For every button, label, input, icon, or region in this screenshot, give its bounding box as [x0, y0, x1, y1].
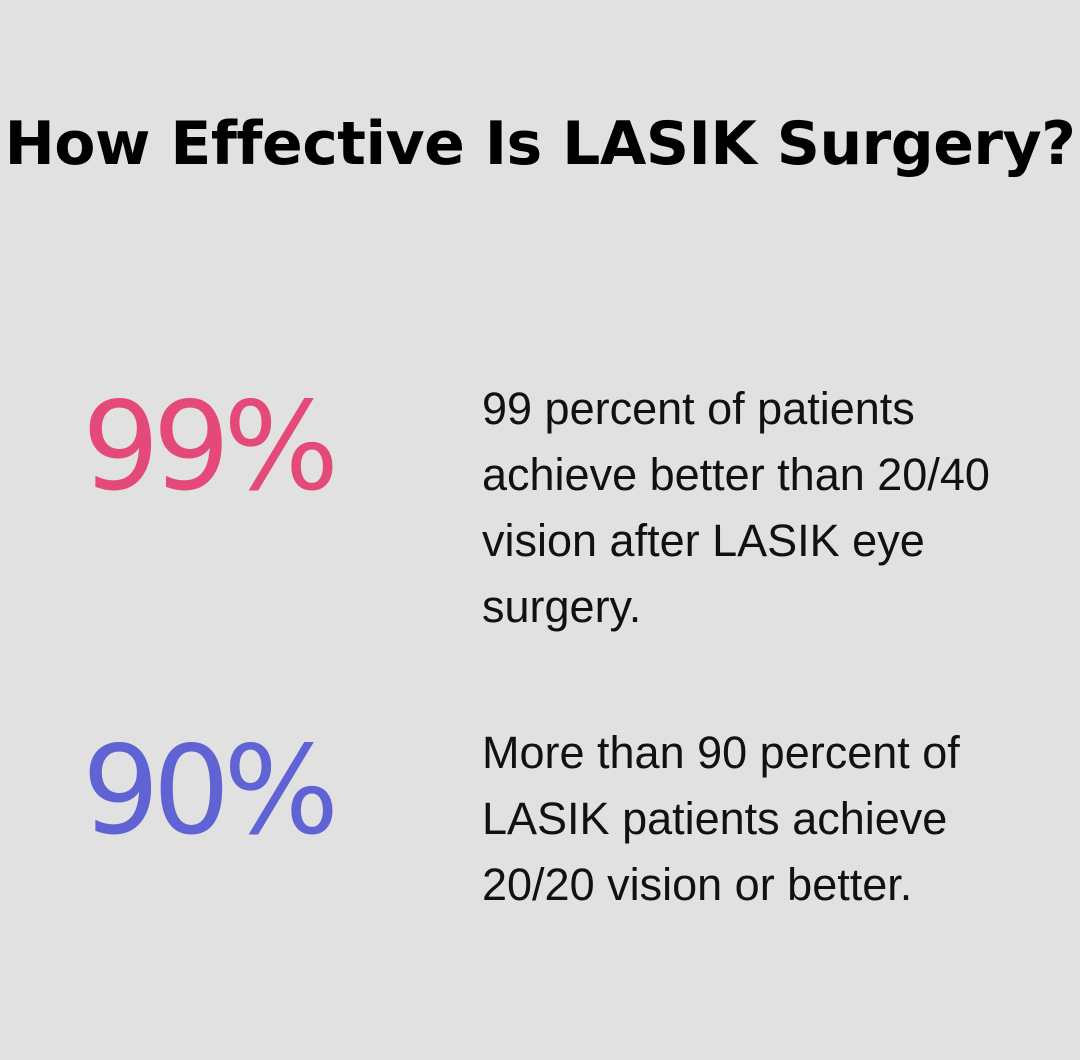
stat-row-90: 90% More than 90 percent of LASIK patien… — [0, 716, 1080, 986]
stat-description-99: 99 percent of patients achieve better th… — [482, 383, 990, 632]
infographic-title: How Effective Is LASIK Surgery? — [4, 109, 1076, 179]
stat-value-90: 90% — [82, 720, 339, 862]
stat-value-99: 99% — [82, 376, 339, 518]
stat-row-99: 99% 99 percent of patients achieve bette… — [0, 372, 1080, 642]
stat-description-90: More than 90 percent of LASIK patients a… — [482, 727, 960, 910]
